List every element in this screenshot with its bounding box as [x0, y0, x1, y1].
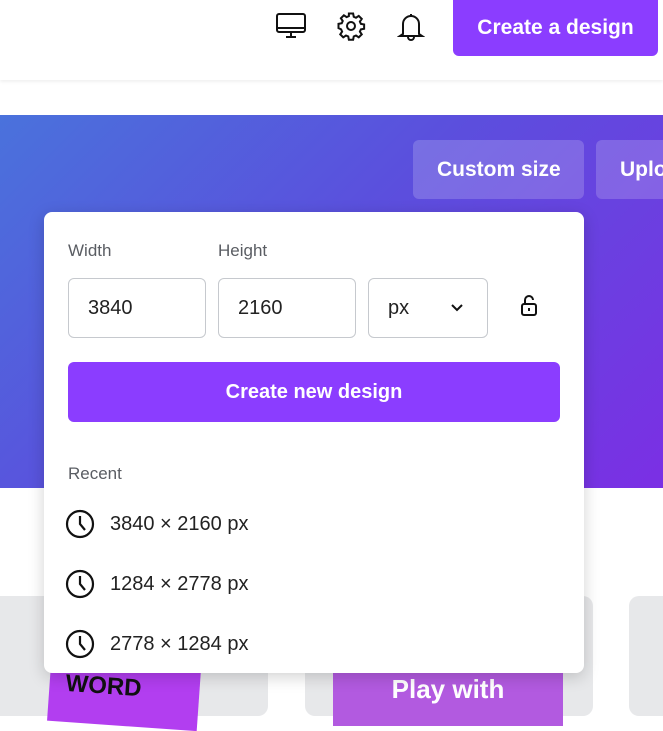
clock-icon [65, 629, 95, 659]
height-input[interactable]: 2160 [218, 278, 356, 338]
bell-icon[interactable] [395, 10, 427, 42]
custom-size-button[interactable]: Custom size [413, 140, 584, 199]
recent-item-label: 1284 × 2778 px [110, 572, 249, 595]
upload-button[interactable]: Uplo [596, 140, 663, 199]
recent-item[interactable]: 1284 × 2778 px [64, 564, 248, 604]
height-label: Height [218, 241, 268, 260]
thumbnail-text: Play with [391, 674, 505, 704]
custom-size-popup: Width Height 3840 2160 px Create new des… [44, 212, 584, 673]
gear-icon[interactable] [335, 10, 367, 42]
desktop-icon[interactable] [275, 10, 307, 42]
chevron-down-icon [451, 304, 463, 312]
unit-value: px [388, 296, 410, 319]
recent-item-label: 2778 × 1284 px [110, 632, 249, 655]
recent-item[interactable]: 2778 × 1284 px [64, 624, 248, 664]
top-bar: Create a design [0, 0, 663, 80]
width-label: Width [68, 241, 112, 260]
width-input[interactable]: 3840 [68, 278, 206, 338]
unlock-icon[interactable] [520, 294, 538, 323]
template-card[interactable] [629, 596, 663, 716]
recent-label: Recent [68, 464, 122, 483]
unit-select[interactable]: px [368, 278, 488, 338]
clock-icon [65, 569, 95, 599]
create-a-design-button[interactable]: Create a design [453, 0, 658, 56]
recent-item-label: 3840 × 2160 px [110, 512, 249, 535]
clock-icon [65, 509, 95, 539]
recent-item[interactable]: 3840 × 2160 px [64, 504, 248, 544]
create-new-design-button[interactable]: Create new design [68, 362, 560, 422]
